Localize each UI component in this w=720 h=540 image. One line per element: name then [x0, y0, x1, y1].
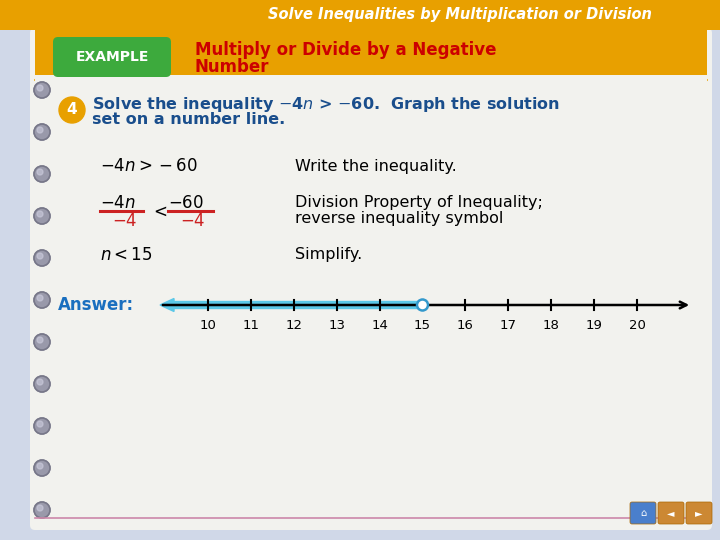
Text: 15: 15 [414, 319, 431, 332]
Text: 4: 4 [67, 103, 77, 118]
Polygon shape [0, 0, 80, 30]
Circle shape [34, 292, 50, 308]
Text: 12: 12 [285, 319, 302, 332]
Text: EXAMPLE: EXAMPLE [76, 50, 149, 64]
Circle shape [34, 334, 50, 350]
Text: $-4n$: $-4n$ [100, 194, 136, 212]
Text: $-60$: $-60$ [168, 194, 204, 212]
Text: ◄: ◄ [667, 508, 675, 518]
Bar [0, 0, 720, 30]
Text: ⌂: ⌂ [640, 508, 646, 518]
Circle shape [37, 505, 43, 511]
Text: 10: 10 [199, 319, 216, 332]
Circle shape [417, 300, 428, 310]
Text: 14: 14 [371, 319, 388, 332]
Text: Solve the inequality $-$4$n$ > $-$60.  Graph the solution: Solve the inequality $-$4$n$ > $-$60. Gr… [92, 94, 560, 113]
Text: $-4n > -60$: $-4n > -60$ [100, 157, 198, 175]
Circle shape [37, 253, 43, 259]
FancyBboxPatch shape [686, 502, 712, 524]
Text: 18: 18 [543, 319, 559, 332]
Text: reverse inequality symbol: reverse inequality symbol [295, 211, 503, 226]
Text: $n < 15$: $n < 15$ [100, 246, 153, 264]
Circle shape [37, 463, 43, 469]
Text: 19: 19 [586, 319, 603, 332]
Text: $<$: $<$ [150, 203, 168, 221]
FancyBboxPatch shape [658, 502, 684, 524]
FancyBboxPatch shape [30, 28, 712, 530]
Text: 13: 13 [328, 319, 345, 332]
Circle shape [37, 85, 43, 91]
Circle shape [34, 502, 50, 518]
Text: 17: 17 [500, 319, 517, 332]
Text: 16: 16 [457, 319, 474, 332]
Text: $-4$: $-4$ [180, 212, 205, 230]
Text: 20: 20 [629, 319, 646, 332]
Text: Simplify.: Simplify. [295, 247, 362, 262]
Circle shape [37, 421, 43, 427]
Circle shape [37, 211, 43, 217]
Circle shape [34, 376, 50, 392]
Text: Multiply or Divide by a Negative: Multiply or Divide by a Negative [195, 41, 497, 59]
Text: 11: 11 [243, 319, 259, 332]
Circle shape [34, 166, 50, 182]
Text: Answer:: Answer: [58, 296, 134, 314]
Text: ►: ► [696, 508, 703, 518]
Circle shape [34, 250, 50, 266]
Text: Solve Inequalities by Multiplication or Division: Solve Inequalities by Multiplication or … [268, 8, 652, 23]
Bar [35, 28, 707, 80]
Bar [35, 75, 707, 525]
Circle shape [59, 97, 85, 123]
Circle shape [37, 127, 43, 133]
FancyBboxPatch shape [53, 37, 171, 77]
Ellipse shape [34, 65, 708, 95]
Text: set on a number line.: set on a number line. [92, 112, 285, 127]
Text: $-4$: $-4$ [112, 212, 138, 230]
Circle shape [34, 82, 50, 98]
FancyArrow shape [160, 299, 423, 312]
Circle shape [34, 124, 50, 140]
Circle shape [37, 379, 43, 385]
Circle shape [37, 169, 43, 175]
Text: Write the inequality.: Write the inequality. [295, 159, 456, 173]
Circle shape [37, 295, 43, 301]
Text: Number: Number [195, 58, 269, 76]
Text: Division Property of Inequality;: Division Property of Inequality; [295, 195, 543, 211]
Circle shape [34, 208, 50, 224]
Circle shape [34, 418, 50, 434]
FancyBboxPatch shape [630, 502, 656, 524]
Circle shape [34, 460, 50, 476]
Circle shape [37, 337, 43, 343]
